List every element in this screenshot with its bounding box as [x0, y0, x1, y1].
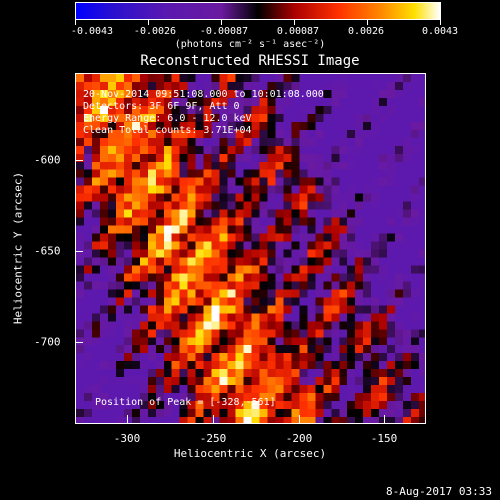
y-tick-label: -700	[34, 335, 61, 349]
timestamp: 8-Aug-2017 03:33	[386, 485, 492, 498]
x-tick-label: -300	[113, 432, 141, 445]
y-tick-mark	[75, 160, 83, 161]
x-tick-label: -250	[199, 432, 227, 445]
y-tick-label: -650	[34, 244, 61, 258]
info-time-range: 20-Nov-2014 09:51:08.000 to 10:01:08.000	[83, 89, 324, 100]
x-tick-mark	[213, 415, 214, 423]
x-axis-label: Heliocentric X (arcsec)	[173, 447, 327, 460]
colorbar-tick	[440, 20, 441, 25]
colorbar-label: 0.0026	[347, 26, 385, 37]
colorbar-label: -0.00087	[199, 26, 249, 37]
x-tick-label: -150	[370, 432, 398, 445]
info-detectors: Detectors: 3F 6F 9F, Att 0	[83, 101, 240, 112]
colorbar-tick	[367, 20, 368, 25]
heatmap-image	[76, 74, 425, 423]
info-energy-range: Energy Range: 6.0 - 12.0 keV	[83, 113, 252, 124]
colorbar	[75, 2, 441, 20]
page-title: Reconstructed RHESSI Image	[140, 53, 360, 69]
colorbar-tick	[75, 20, 76, 25]
y-axis-label: Heliocentric Y (arcsec)	[11, 171, 25, 325]
colorbar-tick	[221, 20, 222, 25]
x-tick-mark	[384, 415, 385, 423]
info-total-counts: Clean Total counts: 3.71E+04	[83, 125, 252, 136]
x-tick-mark	[127, 415, 128, 423]
colorbar-tick	[294, 20, 295, 25]
colorbar-label: 0.0043	[421, 26, 459, 37]
colorbar-label: -0.0043	[70, 26, 114, 37]
peak-position: Position of Peak = [-328,-561]	[95, 397, 276, 408]
y-tick-label: -600	[34, 153, 61, 167]
y-tick-mark	[75, 342, 83, 343]
x-tick-label: -200	[285, 432, 313, 445]
image-plot	[75, 73, 426, 424]
colorbar-tick	[148, 20, 149, 25]
y-tick-mark	[75, 251, 83, 252]
x-tick-mark	[299, 415, 300, 423]
colorbar-label: -0.0026	[133, 26, 177, 37]
colorbar-unit: (photons cm⁻² s⁻¹ asec⁻²)	[174, 39, 326, 50]
colorbar-label: 0.00087	[276, 26, 320, 37]
